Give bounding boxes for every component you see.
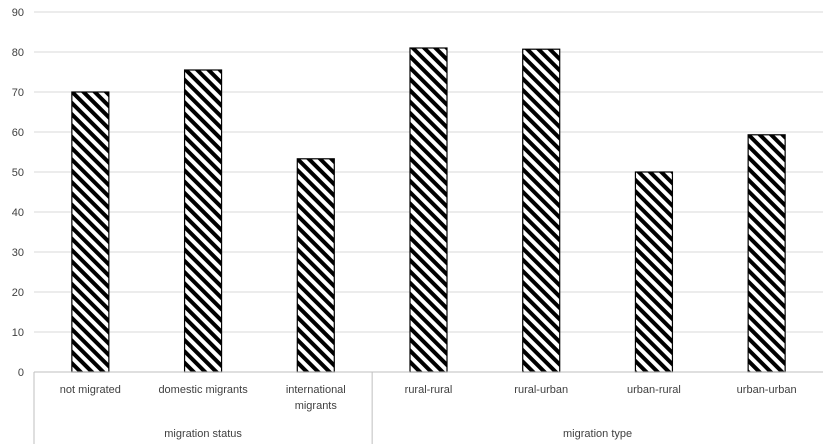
bar <box>522 48 561 373</box>
y-tick-label: 70 <box>12 87 24 99</box>
bar <box>634 171 674 373</box>
x-axis: not migrated domestic migrants internation… <box>33 371 823 444</box>
group-label: migration type <box>563 428 632 440</box>
y-tick-label: 40 <box>12 207 24 219</box>
y-tick-label: 60 <box>12 127 24 139</box>
y-tick-label: 0 <box>18 367 24 379</box>
x-tick-label: migrants <box>295 400 338 412</box>
x-tick-label: rural-rural <box>405 384 453 396</box>
bars <box>71 47 786 373</box>
y-tick-label: 10 <box>12 327 24 339</box>
y-tick-label: 20 <box>12 287 24 299</box>
bar <box>409 47 448 373</box>
y-tick-label: 80 <box>12 47 24 59</box>
y-tick-label: 90 <box>12 7 24 19</box>
x-tick-label: international <box>286 384 346 396</box>
x-tick-label: urban-urban <box>737 384 797 396</box>
bar <box>747 134 786 373</box>
bar <box>296 158 335 373</box>
group-label: migration status <box>164 428 242 440</box>
x-tick-label: domestic migrants <box>158 384 248 396</box>
x-tick-label: rural-urban <box>514 384 568 396</box>
bar <box>183 69 223 373</box>
x-tick-label: urban-rural <box>627 384 681 396</box>
y-tick-label: 30 <box>12 247 24 259</box>
y-tick-label: 50 <box>12 167 24 179</box>
bar <box>71 91 110 373</box>
y-axis-ticks: 0 10 20 30 40 50 60 70 80 90 <box>12 7 24 379</box>
x-tick-label: not migrated <box>60 384 121 396</box>
